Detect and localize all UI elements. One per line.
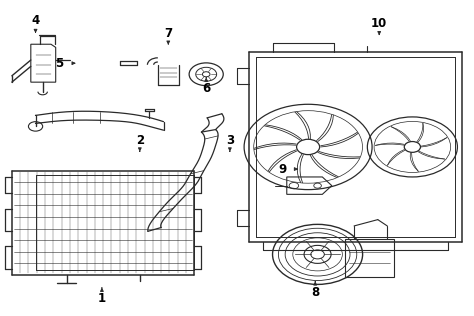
Text: 3: 3 [226,134,234,147]
Text: 4: 4 [31,14,40,27]
Text: 8: 8 [311,286,319,299]
Text: 5: 5 [55,57,64,70]
Text: 6: 6 [202,82,210,95]
Bar [345,239,394,276]
Text: 9: 9 [278,162,286,176]
Text: 1: 1 [98,292,106,305]
Text: 2: 2 [136,134,144,147]
Text: 7: 7 [164,27,173,40]
Text: 10: 10 [371,17,387,30]
